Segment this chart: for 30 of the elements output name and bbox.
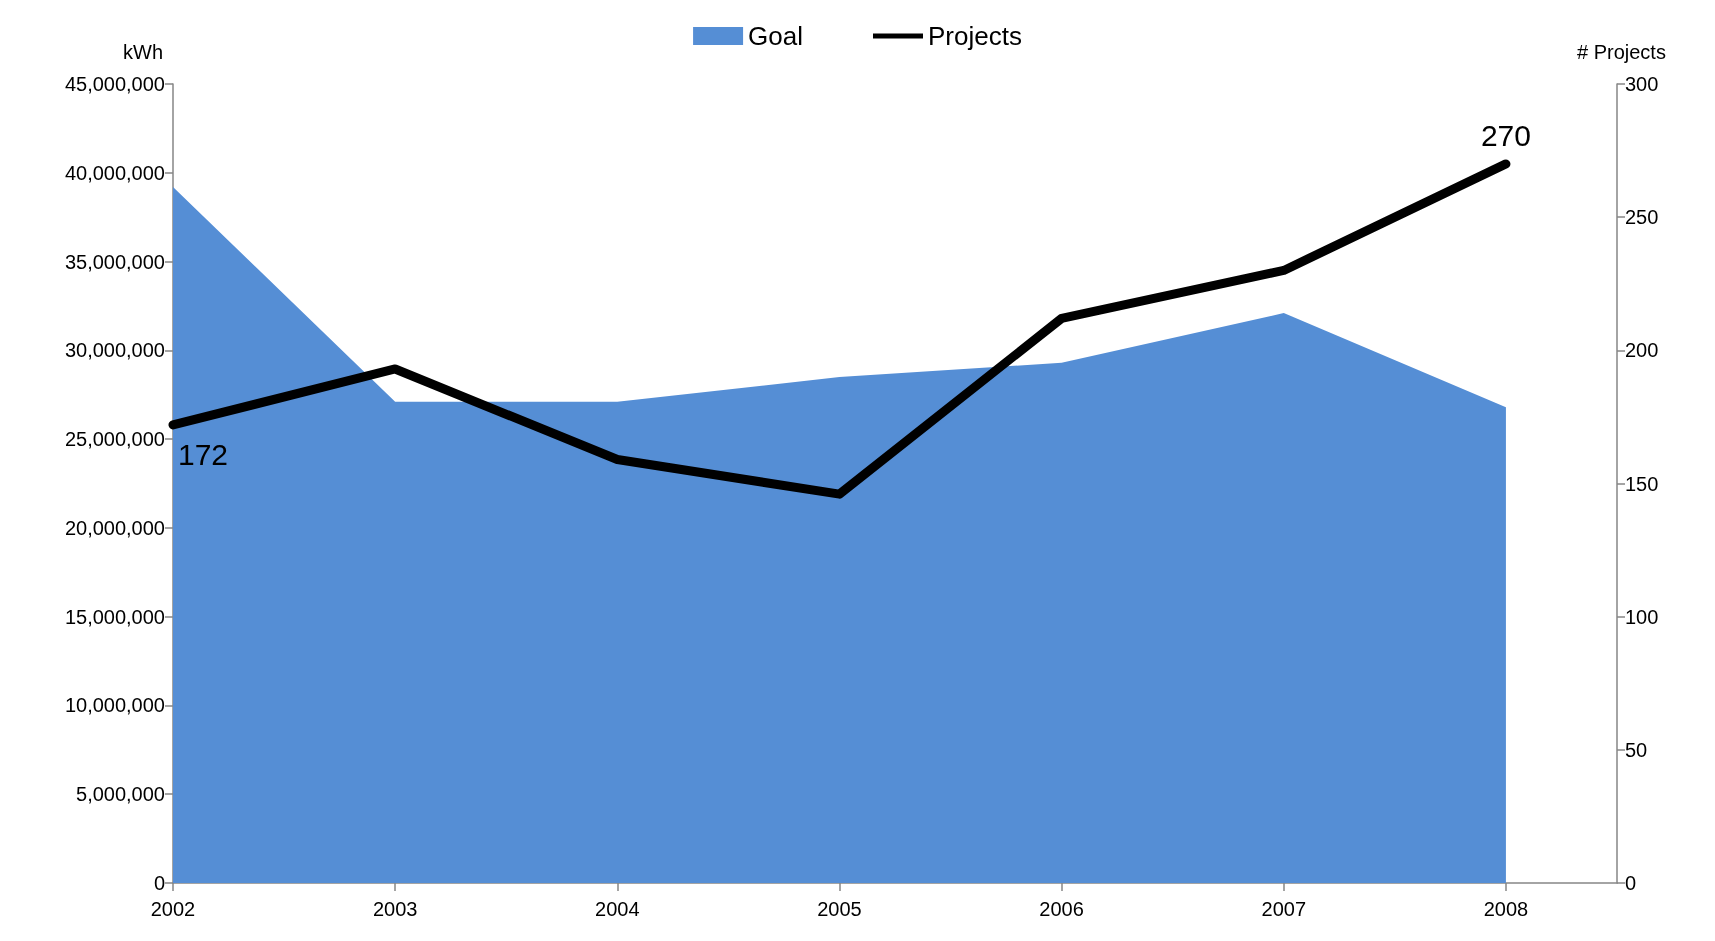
- y2-tick-label: 250: [1625, 206, 1659, 229]
- x-tick-label: 2003: [372, 898, 418, 920]
- y-tick-label: 15,000,000: [64, 605, 165, 628]
- y-tick-label: 0: [153, 872, 165, 894]
- y-tick-label: 25,000,000: [64, 428, 165, 451]
- x-tick-label: 2004: [595, 898, 640, 920]
- y2-tick-label: 100: [1625, 605, 1659, 628]
- y2-axis-title: # Projects: [1577, 41, 1666, 63]
- y-tick-label: 40,000,000: [64, 161, 165, 184]
- x-tick-label: 2006: [1039, 898, 1084, 920]
- legend-label: Projects: [928, 21, 1022, 51]
- y2-tick-label: 0: [1625, 872, 1637, 894]
- data-label: 270: [1480, 119, 1531, 153]
- y-tick-label: 35,000,000: [64, 250, 165, 273]
- y-tick-label: 5,000,000: [76, 783, 165, 806]
- y2-tick-label: 150: [1625, 472, 1659, 495]
- y-axis-title: kWh: [123, 41, 163, 63]
- y-tick-label: 30,000,000: [64, 339, 165, 362]
- legend-label: Goal: [748, 21, 803, 51]
- x-tick-label: 2002: [150, 898, 196, 920]
- y-tick-label: 20,000,000: [64, 516, 165, 539]
- y2-tick-label: 300: [1625, 73, 1659, 95]
- y-tick-label: 45,000,000: [64, 73, 165, 95]
- x-tick-label: 2008: [1483, 898, 1529, 920]
- x-tick-label: 2007: [1261, 898, 1307, 920]
- data-label: 172: [177, 438, 229, 472]
- y2-tick-label: 200: [1625, 339, 1659, 362]
- x-tick-label: 2005: [817, 898, 862, 920]
- y2-tick-label: 50: [1625, 738, 1648, 761]
- y-tick-label: 10,000,000: [64, 694, 165, 717]
